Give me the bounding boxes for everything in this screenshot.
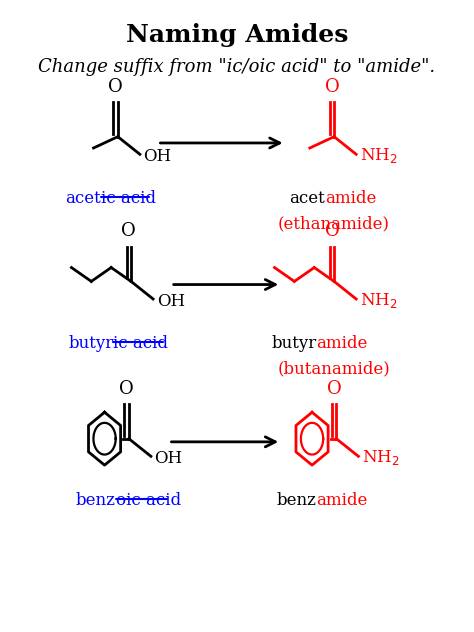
Text: O: O: [325, 222, 339, 241]
Text: O: O: [121, 222, 136, 241]
Text: acet: acet: [290, 190, 325, 207]
Text: amide: amide: [317, 492, 368, 509]
Text: benz: benz: [76, 492, 116, 509]
Text: oic acid: oic acid: [116, 492, 181, 509]
Text: O: O: [119, 380, 134, 398]
Text: ic acid: ic acid: [113, 335, 168, 352]
Text: OH: OH: [156, 293, 185, 310]
Text: Naming Amides: Naming Amides: [126, 23, 348, 47]
Text: OH: OH: [144, 149, 172, 166]
Text: O: O: [325, 78, 339, 96]
Text: O: O: [327, 380, 341, 398]
Text: amide: amide: [317, 335, 368, 352]
Text: OH: OH: [155, 451, 182, 467]
Text: Change suffix from "ic/oic acid" to "amide".: Change suffix from "ic/oic acid" to "ami…: [38, 58, 436, 76]
Text: butyr: butyr: [271, 335, 317, 352]
Text: O: O: [108, 78, 123, 96]
Text: butyr: butyr: [68, 335, 113, 352]
Text: acet: acet: [65, 190, 101, 207]
Text: NH$_2$: NH$_2$: [360, 291, 397, 310]
Text: ic acid: ic acid: [101, 190, 156, 207]
Text: (ethanamide): (ethanamide): [278, 216, 390, 233]
Text: NH$_2$: NH$_2$: [362, 448, 400, 467]
Text: amide: amide: [325, 190, 377, 207]
Text: benz: benz: [277, 492, 317, 509]
Text: NH$_2$: NH$_2$: [360, 146, 397, 165]
Text: (butanamide): (butanamide): [278, 360, 391, 377]
